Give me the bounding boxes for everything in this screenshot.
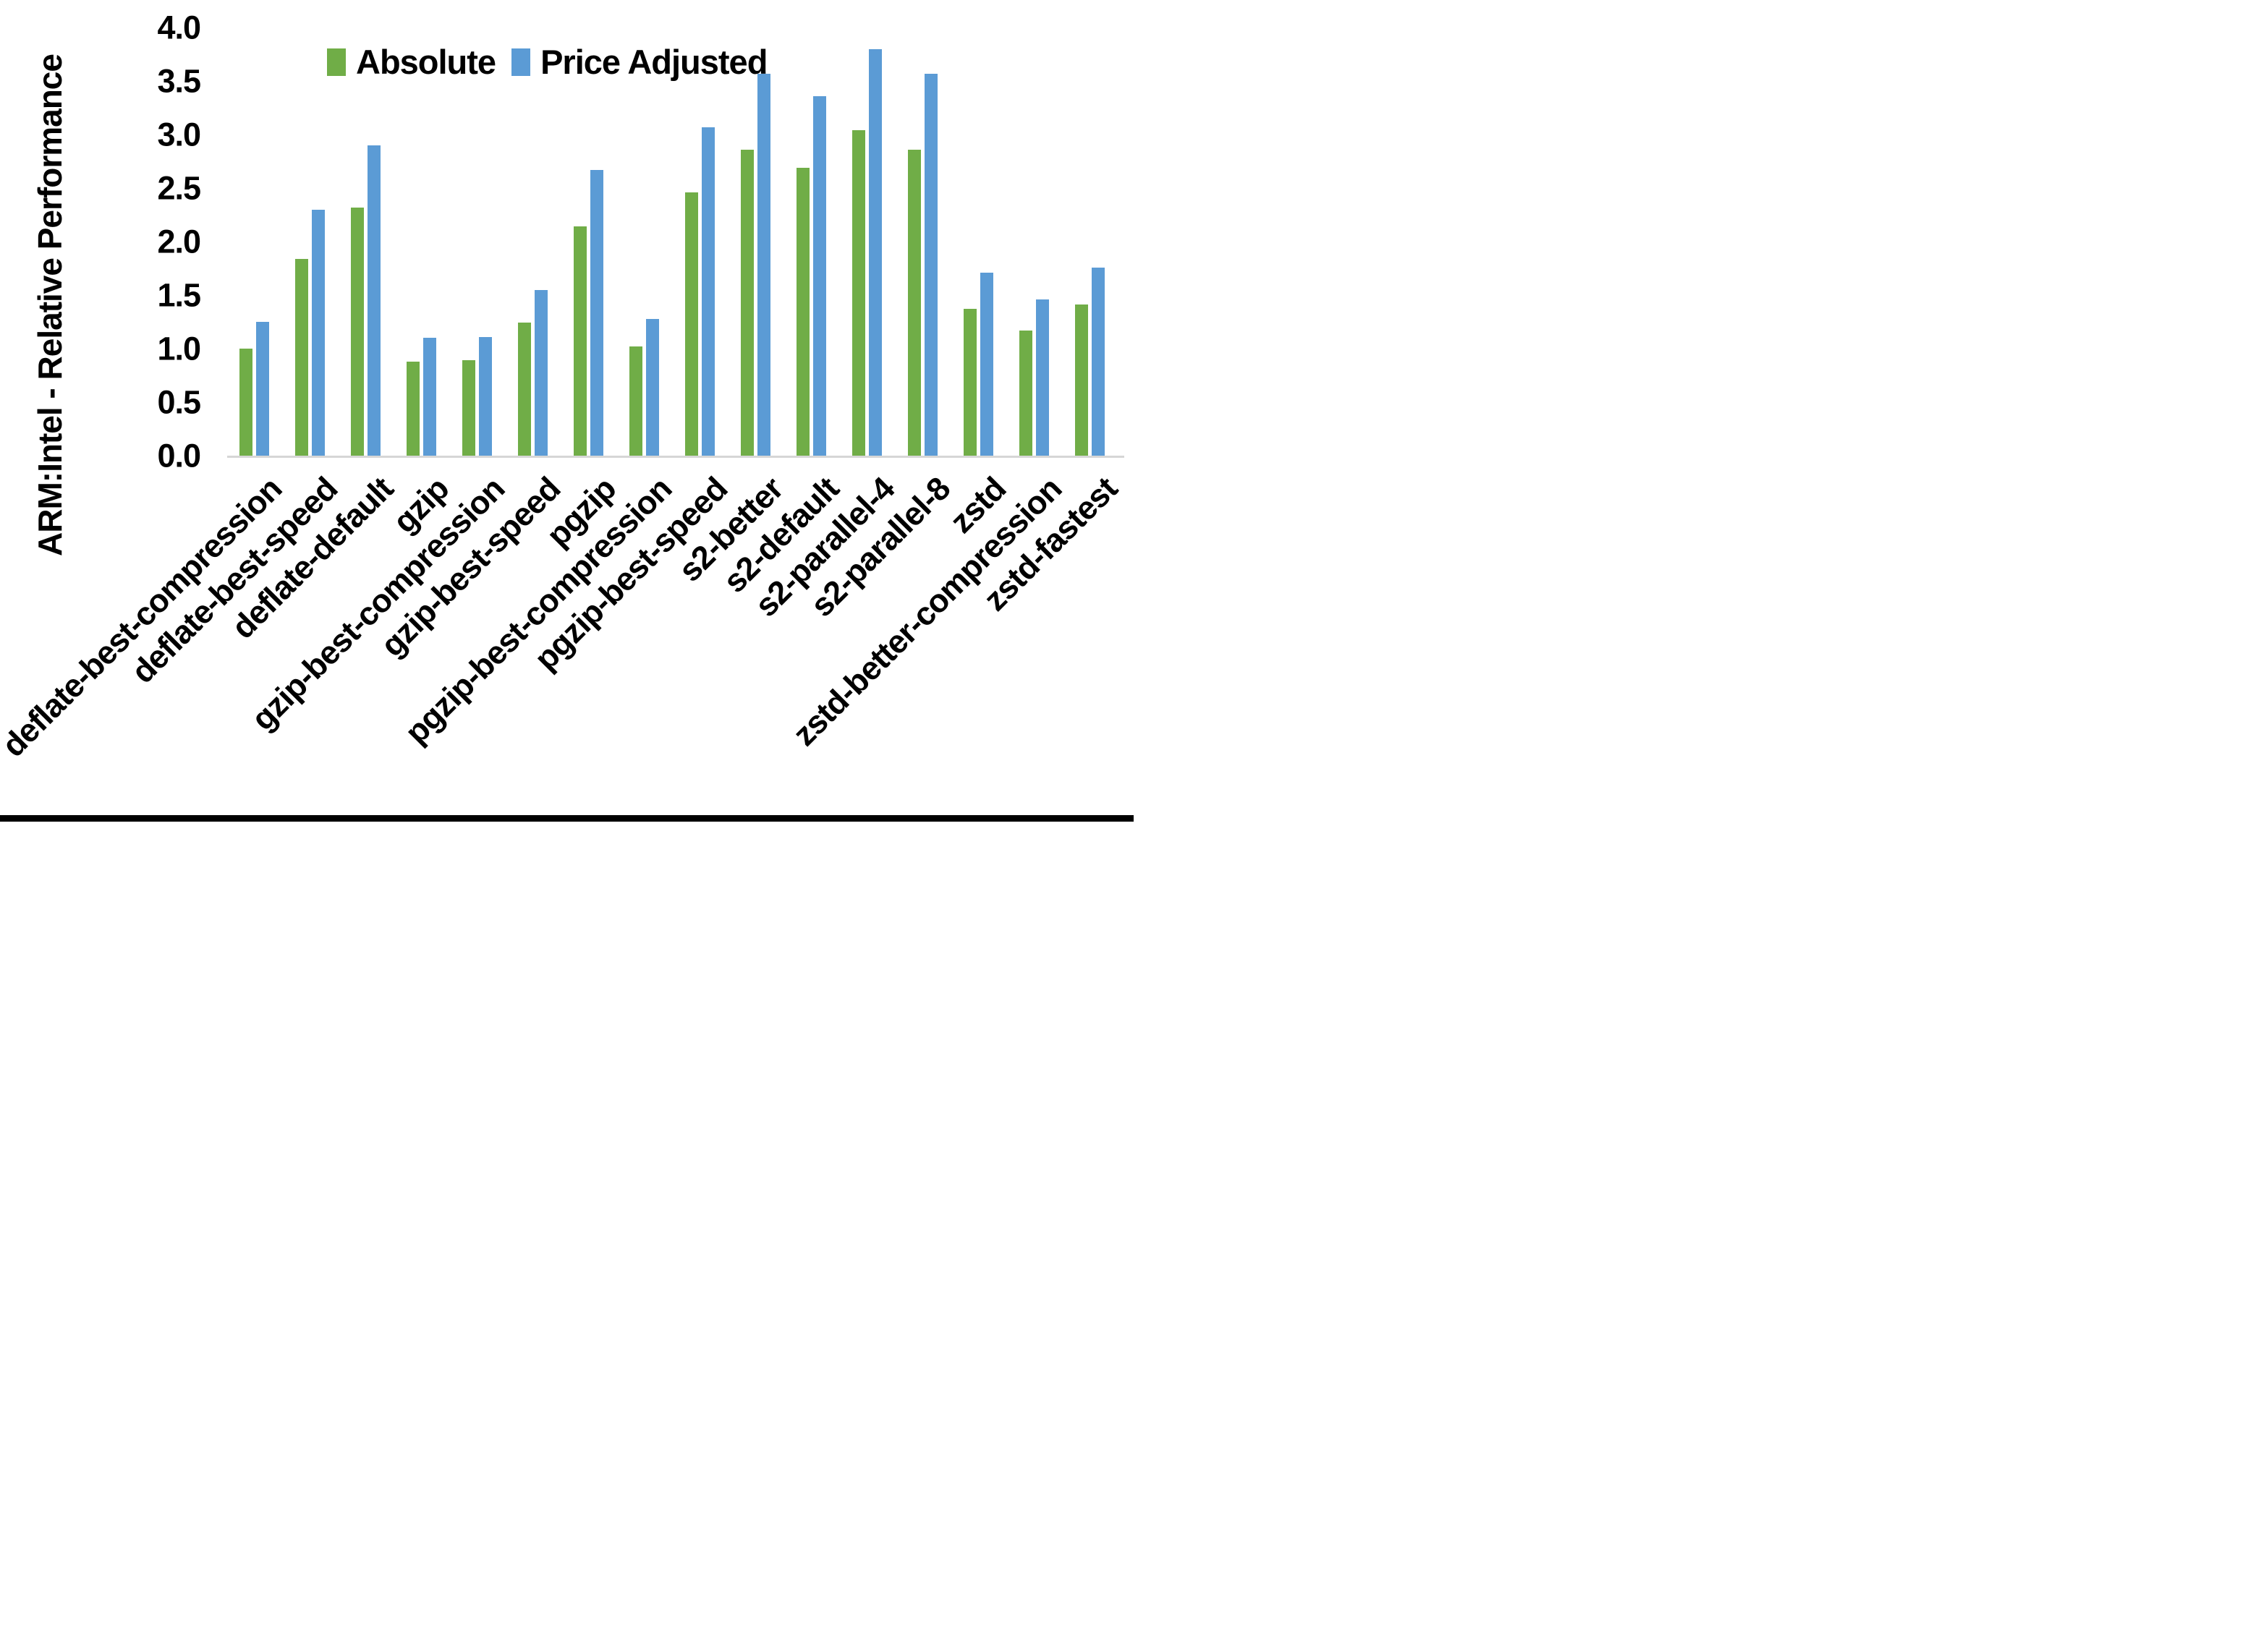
bar-price-adjusted-s2-default	[813, 95, 826, 456]
chart-canvas: ARM:Intel - Relative Performance 4.0 3.5 3…	[0, 0, 1134, 822]
bar-absolute-s2-parallel-4	[852, 130, 865, 456]
bar-absolute-zstd	[964, 309, 977, 456]
bar-absolute-deflate-default	[351, 207, 364, 456]
bar-absolute-deflate-best-speed	[295, 258, 308, 456]
y-tick-3.5: 3.5	[157, 62, 201, 100]
y-tick-2.0: 2.0	[157, 223, 201, 260]
bar-absolute-pgzip-best-speed	[685, 192, 698, 456]
bar-absolute-s2-better	[741, 149, 754, 456]
bar-absolute-gzip-best-speed	[518, 323, 531, 456]
bar-absolute-gzip	[407, 361, 420, 456]
bar-price-adjusted-zstd-better-compression	[1036, 299, 1049, 456]
y-tick-3.0: 3.0	[157, 116, 201, 153]
y-axis-title: ARM:Intel - Relative Performance	[31, 54, 69, 556]
bar-absolute-gzip-best-compression	[462, 360, 475, 456]
bar-absolute-pgzip	[574, 226, 587, 456]
legend: Absolute Price Adjusted	[327, 42, 768, 82]
y-tick-1.0: 1.0	[157, 330, 201, 367]
bar-price-adjusted-deflate-best-compression	[256, 322, 269, 456]
bar-price-adjusted-pgzip	[590, 169, 603, 456]
bar-price-adjusted-zstd-fastest	[1092, 267, 1105, 456]
y-tick-0.0: 0.0	[157, 437, 201, 474]
bar-price-adjusted-gzip-best-speed	[535, 289, 548, 456]
legend-swatch-price-adjusted-icon	[511, 48, 531, 76]
bar-absolute-s2-default	[797, 167, 810, 456]
legend-label-absolute: Absolute	[356, 43, 496, 81]
bar-price-adjusted-s2-better	[757, 73, 770, 456]
bar-price-adjusted-s2-parallel-4	[869, 48, 882, 456]
legend-entry-price-adjusted: Price Adjusted	[511, 42, 768, 82]
bar-absolute-pgzip-best-compression	[629, 346, 642, 456]
bar-absolute-deflate-best-compression	[239, 349, 252, 456]
bar-price-adjusted-zstd	[980, 272, 993, 456]
y-tick-1.5: 1.5	[157, 276, 201, 314]
bar-price-adjusted-gzip-best-compression	[479, 336, 492, 456]
bar-absolute-zstd-better-compression	[1019, 330, 1032, 456]
bar-price-adjusted-deflate-best-speed	[312, 209, 325, 456]
y-tick-0.5: 0.5	[157, 383, 201, 421]
legend-entry-absolute: Absolute	[327, 42, 496, 82]
bar-absolute-zstd-fastest	[1075, 304, 1088, 456]
y-tick-2.5: 2.5	[157, 169, 201, 207]
bar-absolute-s2-parallel-8	[908, 149, 921, 456]
bar-price-adjusted-gzip	[423, 338, 436, 456]
bar-price-adjusted-s2-parallel-8	[925, 73, 938, 456]
bar-price-adjusted-deflate-default	[368, 145, 381, 456]
legend-label-price-adjusted: Price Adjusted	[540, 43, 768, 81]
x-axis-line	[227, 456, 1124, 458]
legend-swatch-absolute-icon	[327, 48, 346, 76]
bar-price-adjusted-pgzip-best-compression	[646, 318, 659, 456]
bar-price-adjusted-pgzip-best-speed	[702, 127, 715, 456]
y-tick-4.0: 4.0	[157, 9, 201, 46]
page-bottom-border	[0, 815, 1134, 822]
